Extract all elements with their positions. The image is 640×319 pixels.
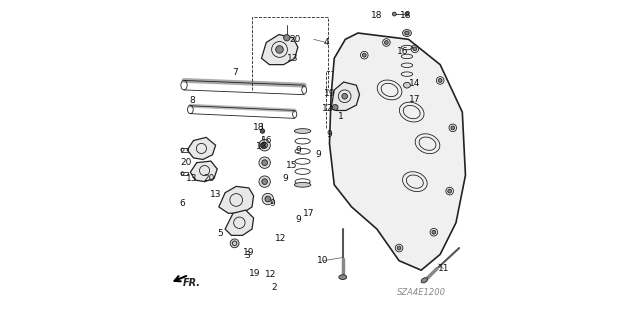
Text: 6: 6 bbox=[180, 199, 186, 208]
Polygon shape bbox=[331, 82, 360, 110]
Text: 13: 13 bbox=[210, 190, 221, 199]
Text: 11: 11 bbox=[438, 264, 449, 273]
Text: 5: 5 bbox=[218, 229, 223, 238]
Circle shape bbox=[413, 47, 417, 51]
Circle shape bbox=[392, 12, 396, 16]
Polygon shape bbox=[219, 186, 253, 213]
Circle shape bbox=[362, 53, 366, 57]
Circle shape bbox=[284, 34, 290, 41]
Circle shape bbox=[438, 78, 442, 82]
Ellipse shape bbox=[403, 82, 410, 88]
Text: 17: 17 bbox=[409, 95, 420, 104]
Ellipse shape bbox=[421, 278, 428, 283]
Text: 9: 9 bbox=[326, 130, 332, 139]
Ellipse shape bbox=[404, 31, 409, 35]
Text: 13: 13 bbox=[186, 174, 198, 183]
Text: 17: 17 bbox=[303, 209, 315, 218]
Circle shape bbox=[262, 142, 268, 148]
Text: 7: 7 bbox=[232, 68, 237, 77]
Circle shape bbox=[259, 176, 270, 187]
Text: 16: 16 bbox=[396, 48, 408, 56]
Circle shape bbox=[265, 196, 271, 202]
Text: 16: 16 bbox=[260, 136, 272, 145]
Text: 9: 9 bbox=[282, 174, 288, 183]
Circle shape bbox=[262, 160, 268, 166]
Text: 8: 8 bbox=[189, 97, 195, 106]
Circle shape bbox=[405, 12, 409, 16]
Circle shape bbox=[262, 179, 268, 184]
Circle shape bbox=[451, 126, 454, 130]
Text: 18: 18 bbox=[399, 11, 411, 20]
Text: 18: 18 bbox=[371, 11, 383, 20]
Circle shape bbox=[230, 239, 239, 248]
Text: 10: 10 bbox=[317, 256, 329, 265]
Text: 19: 19 bbox=[250, 269, 261, 278]
Circle shape bbox=[397, 246, 401, 250]
Circle shape bbox=[385, 41, 388, 44]
Text: 2: 2 bbox=[271, 283, 277, 292]
Text: 12: 12 bbox=[266, 271, 276, 279]
Ellipse shape bbox=[294, 182, 311, 187]
Text: 20: 20 bbox=[289, 35, 300, 44]
Circle shape bbox=[332, 105, 338, 110]
Circle shape bbox=[262, 193, 273, 205]
Polygon shape bbox=[262, 34, 298, 65]
Circle shape bbox=[342, 93, 348, 99]
Bar bbox=[181, 172, 188, 175]
Text: 1: 1 bbox=[338, 112, 344, 121]
Circle shape bbox=[260, 129, 265, 133]
Text: 9: 9 bbox=[269, 199, 275, 208]
Text: 12: 12 bbox=[322, 104, 333, 113]
Circle shape bbox=[276, 46, 284, 53]
Circle shape bbox=[259, 157, 270, 168]
Text: 19: 19 bbox=[324, 89, 335, 98]
Ellipse shape bbox=[339, 275, 347, 279]
Bar bbox=[181, 148, 188, 152]
Text: 12: 12 bbox=[275, 234, 286, 243]
Circle shape bbox=[448, 189, 452, 193]
Text: 15: 15 bbox=[286, 161, 298, 170]
Ellipse shape bbox=[294, 129, 311, 133]
Circle shape bbox=[260, 143, 265, 147]
Circle shape bbox=[432, 230, 436, 234]
Text: 19: 19 bbox=[243, 248, 255, 257]
Circle shape bbox=[259, 140, 270, 151]
Polygon shape bbox=[225, 210, 253, 235]
Polygon shape bbox=[330, 33, 465, 270]
Text: 9: 9 bbox=[316, 150, 321, 159]
Polygon shape bbox=[187, 137, 216, 160]
Text: 20: 20 bbox=[204, 174, 215, 183]
Text: 4: 4 bbox=[323, 38, 329, 47]
Text: 9: 9 bbox=[295, 145, 301, 154]
Text: 18: 18 bbox=[256, 142, 268, 151]
Text: 9: 9 bbox=[295, 215, 301, 224]
Text: 18: 18 bbox=[253, 123, 264, 132]
Text: 14: 14 bbox=[409, 79, 420, 88]
Ellipse shape bbox=[403, 30, 412, 36]
Text: 3: 3 bbox=[244, 251, 250, 260]
Text: 20: 20 bbox=[180, 158, 191, 167]
Text: 13: 13 bbox=[287, 54, 299, 63]
Polygon shape bbox=[190, 161, 217, 182]
Text: SZA4E1200: SZA4E1200 bbox=[397, 288, 445, 297]
Text: FR.: FR. bbox=[182, 278, 200, 288]
